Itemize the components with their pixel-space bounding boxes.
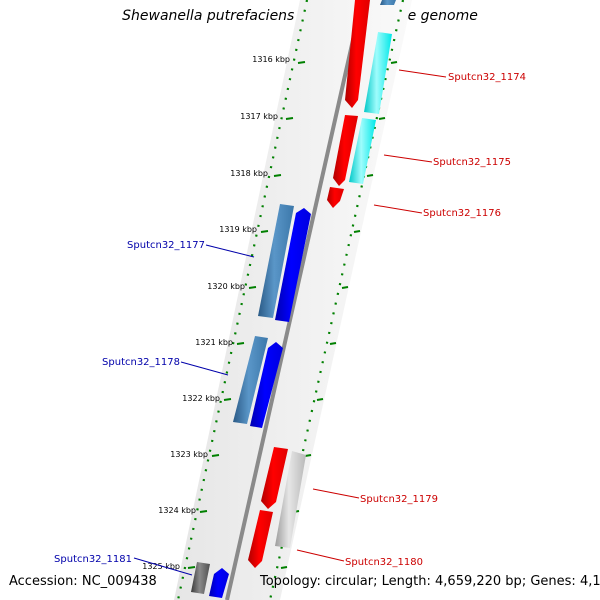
tick-mark (297, 61, 306, 64)
gene-sputcn32-1177[interactable] (258, 204, 311, 322)
tick-mark (199, 510, 208, 513)
tick-mark (248, 286, 257, 289)
tick-mark (187, 566, 196, 569)
tick-label: 1322 kbp (182, 394, 220, 403)
gene-sputcn32-1175[interactable] (333, 115, 376, 186)
tick-label: 1320 kbp (207, 282, 245, 291)
length-value: 4,659,220 bp (435, 574, 522, 589)
gene-sputcn32-1179[interactable] (261, 447, 306, 548)
tick-mark (353, 230, 361, 233)
gene-feature (209, 568, 229, 598)
gene-feature (250, 342, 283, 428)
gene-feature (327, 187, 344, 208)
gene-feature (275, 208, 311, 322)
leader-line-1177 (205, 244, 255, 258)
tick-mark (304, 454, 312, 457)
tick-mark (390, 61, 398, 64)
gene-sputcn32-1180[interactable] (248, 510, 273, 568)
tick-mark (378, 117, 386, 120)
tick-mark (211, 454, 220, 457)
leader-line-1176 (373, 204, 423, 214)
tick-label: 1318 kbp (230, 169, 268, 178)
gene-feature (349, 118, 376, 184)
genome-backbone (225, 0, 364, 600)
genome-summary: Topology: circular; Length: 4,659,220 bp… (260, 574, 600, 589)
tick-mark (341, 286, 349, 289)
accession-value: NC_009438 (81, 574, 157, 589)
accession-label: Accession: (9, 574, 78, 589)
gene-label-1178[interactable]: Sputcn32_1178 (102, 357, 180, 368)
gene-sputcn32-1181[interactable] (191, 562, 229, 598)
gene-sputcn32-1178[interactable] (233, 336, 283, 428)
gene-feature (345, 0, 370, 108)
gene-feature (258, 204, 294, 318)
gene-feature (364, 32, 392, 114)
gene-label-1177[interactable]: Sputcn32_1177 (127, 240, 205, 251)
tick-mark (260, 230, 269, 233)
gene-feature (261, 447, 288, 509)
tick-mark (285, 117, 294, 120)
tick-label: 1316 kbp (252, 55, 290, 64)
leader-line-1178 (180, 361, 229, 376)
genes-value: 4,100 (579, 574, 600, 589)
gene-label-1180[interactable]: Sputcn32_1180 (345, 557, 423, 568)
length-label: Length: (381, 574, 431, 589)
tick-mark (280, 566, 288, 569)
accession-info: Accession: NC_009438 (9, 574, 157, 589)
leader-line-1180 (296, 549, 345, 562)
tick-label: 1319 kbp (219, 225, 257, 234)
gene-label-1179[interactable]: Sputcn32_1179 (360, 494, 438, 505)
genes-label: Genes: (530, 574, 576, 589)
gene-sputcn32-1176[interactable] (327, 187, 344, 208)
gene-feature (333, 115, 358, 186)
tick-label: 1325 kbp (142, 562, 180, 571)
gene-feature (191, 562, 210, 594)
tick-mark (223, 398, 232, 401)
gene-label-1174[interactable]: Sputcn32_1174 (448, 72, 526, 83)
leader-lines (133, 69, 447, 576)
gene-sputcn32-1174[interactable] (345, 0, 396, 114)
gene-label-1176[interactable]: Sputcn32_1176 (423, 208, 501, 219)
tick-label: 1324 kbp (158, 506, 196, 515)
leader-line-1174 (398, 69, 447, 78)
tick-label: 1321 kbp (195, 338, 233, 347)
gene-label-1181[interactable]: Sputcn32_1181 (54, 554, 132, 565)
topology-label: Topology: (260, 574, 321, 589)
tick-label: 1323 kbp (170, 450, 208, 459)
tick-mark (273, 174, 282, 177)
tick-mark (329, 342, 337, 345)
tick-mark (316, 398, 324, 401)
gene-feature (380, 0, 396, 5)
leader-line-1179 (312, 488, 360, 499)
scale-dotted-line-inner (176, 0, 309, 600)
leader-line-1181 (133, 557, 193, 576)
gene-feature (233, 336, 268, 424)
tick-label: 1317 kbp (240, 112, 278, 121)
gene-label-1175[interactable]: Sputcn32_1175 (433, 157, 511, 168)
topology-value: circular (324, 574, 374, 589)
tick-mark (236, 342, 245, 345)
gene-feature (275, 451, 306, 548)
gene-feature (248, 510, 273, 568)
tick-mark (366, 174, 374, 177)
tick-marks (187, 61, 398, 569)
leader-line-1175 (383, 154, 433, 163)
